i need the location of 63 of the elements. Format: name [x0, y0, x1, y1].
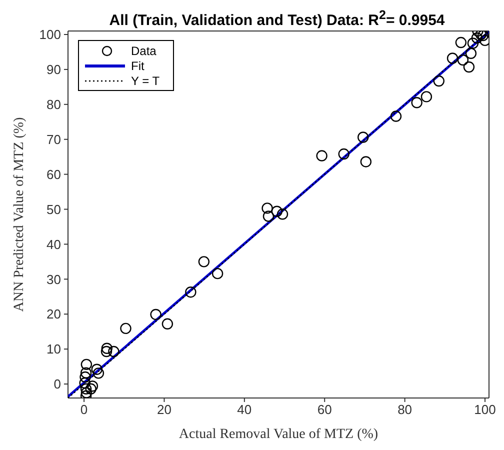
y-tick-label: 10: [46, 342, 61, 357]
point: [262, 202, 273, 214]
point: [198, 256, 210, 268]
point: [85, 383, 96, 395]
x-tick-label: 20: [156, 402, 172, 418]
point: [185, 286, 196, 298]
point: [262, 210, 274, 222]
point: [150, 308, 162, 320]
point: [463, 61, 475, 73]
y-tick-label: 90: [46, 62, 61, 78]
y-tick-label: 30: [46, 272, 61, 287]
point: [420, 91, 432, 102]
y-tick-label: 0: [54, 376, 61, 392]
point: [411, 97, 422, 108]
point: [80, 387, 92, 398]
point: [86, 380, 98, 392]
y-tick-label: 80: [46, 97, 61, 112]
point: [390, 110, 402, 122]
point: [358, 132, 369, 143]
y-tick-label: 40: [46, 236, 61, 252]
x-tick-label: 100: [474, 402, 496, 418]
legend-label: Data: [131, 44, 156, 58]
point: [477, 31, 489, 42]
point: [101, 342, 112, 354]
point: [467, 38, 479, 49]
point: [455, 36, 467, 48]
point: [100, 346, 112, 358]
point: [465, 48, 477, 59]
legend-label: Y = T: [131, 74, 160, 88]
point: [457, 54, 469, 66]
point: [338, 148, 350, 160]
x-tick-label: 0: [80, 402, 88, 418]
x-tick-label: 60: [317, 402, 332, 418]
y-tick-label: 100: [39, 27, 61, 42]
point: [475, 31, 487, 40]
x-axis-title: Actual Removal Value of MTZ (%): [178, 427, 378, 442]
point: [120, 322, 132, 334]
y-axis-title: ANN Predicted Value of MTZ (%): [12, 116, 27, 312]
point: [92, 368, 104, 379]
y-tick-label: 70: [46, 132, 61, 147]
point: [80, 383, 92, 395]
point: [271, 206, 282, 217]
point: [433, 75, 444, 87]
point: [80, 367, 92, 378]
point: [162, 318, 174, 330]
point: [91, 364, 102, 375]
point: [360, 156, 372, 168]
point: [108, 346, 120, 358]
point: [80, 371, 91, 383]
chart-title: All (Train, Validation and Test) Data: R$^{2}$= 0.9954: [108, 8, 446, 29]
point: [212, 268, 224, 280]
x-tick-label: 40: [237, 402, 252, 418]
point: [79, 377, 90, 389]
point: [316, 150, 328, 162]
point: [446, 52, 458, 64]
y-tick-label: 50: [46, 202, 61, 217]
point: [80, 358, 92, 370]
y-tick-label: 60: [46, 166, 61, 182]
x-tick-label: 80: [398, 402, 412, 418]
legend-label: Fit: [131, 58, 144, 72]
point: [276, 208, 288, 220]
y-tick-label: 20: [46, 306, 61, 322]
point: [471, 32, 483, 44]
